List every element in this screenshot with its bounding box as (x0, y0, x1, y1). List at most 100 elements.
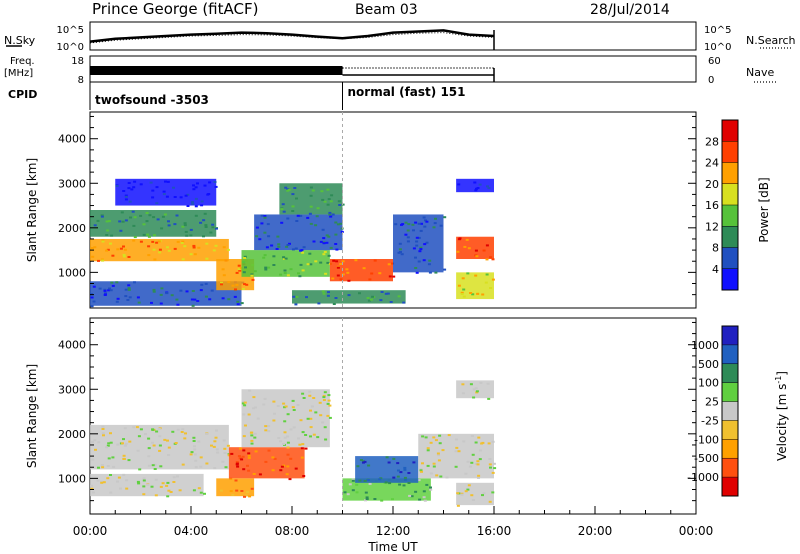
freq-panel: 18 8 60 0 (71, 55, 721, 86)
power-cell (124, 295, 128, 298)
power-cell (128, 200, 132, 203)
velocity-cell (205, 462, 209, 465)
power-cell (341, 203, 345, 206)
power-cell (457, 238, 461, 241)
power-cell (235, 283, 239, 286)
power-cell (226, 248, 230, 251)
power-cell (345, 268, 349, 271)
velocity-cell (475, 391, 479, 394)
power-cell (127, 287, 131, 290)
power-cell (101, 240, 105, 243)
velocity-cell (273, 412, 276, 415)
velocity-cell (223, 452, 227, 454)
power-cell (123, 248, 127, 251)
velocity-cell (302, 397, 306, 399)
velocity-cell (429, 472, 433, 475)
power-cell (341, 260, 345, 263)
power-cell (322, 237, 326, 240)
power-cell (222, 246, 226, 249)
power-cell (465, 238, 469, 241)
velocity-cell (462, 440, 466, 443)
velocity-cell (138, 468, 142, 471)
velocity-cell (181, 463, 185, 466)
power-cell (92, 300, 96, 303)
velocity-cell (136, 480, 140, 483)
power-cell (487, 187, 491, 190)
power-cell (211, 223, 215, 226)
power-cell (93, 224, 97, 227)
cpid-label: CPID (8, 88, 37, 101)
velocity-cell (150, 485, 154, 488)
velocity-cell (426, 447, 430, 450)
power-cell (202, 219, 206, 222)
power-cell (475, 255, 479, 258)
velocity-cell (312, 397, 316, 399)
time-tick-label: 16:00 (477, 524, 512, 538)
power-cell (116, 297, 120, 300)
power-cell (191, 304, 195, 307)
power-cell (308, 212, 312, 215)
velocity-cell (100, 464, 104, 467)
velocity-cell (363, 460, 367, 463)
power-cell (457, 183, 461, 186)
power-cell (142, 223, 146, 226)
power-cell (105, 249, 109, 252)
power-cell (106, 229, 110, 232)
velocity-cell (298, 443, 302, 446)
velocity-cell (117, 476, 121, 479)
velocity-cell (384, 481, 388, 484)
power-cell (105, 234, 109, 236)
velocity-cell (291, 399, 295, 402)
power-cell (93, 246, 97, 249)
power-cell (262, 256, 266, 259)
power-cell (422, 259, 426, 262)
velocity-blob-0 (90, 424, 229, 470)
power-cell (328, 213, 332, 216)
power-cell (192, 184, 195, 187)
power-cell (266, 223, 270, 226)
velocity-cell (299, 419, 303, 422)
velocity-cell (286, 453, 290, 456)
velocity-cell (355, 491, 359, 494)
velocity-colorbar-cell (722, 477, 738, 496)
power-cell (255, 235, 259, 238)
power-cell (159, 293, 163, 296)
time-tick-label: 12:00 (376, 524, 411, 538)
velocity-cell (253, 406, 257, 409)
velocity-cell (419, 468, 423, 471)
velocity-cell (122, 454, 126, 457)
velocity-cell (491, 471, 495, 474)
velocity-cell (435, 474, 439, 477)
power-cell (244, 266, 247, 269)
velocity-cell (309, 435, 312, 438)
power-cell (111, 254, 115, 257)
power-cell (341, 273, 345, 276)
power-blob-9 (292, 290, 406, 304)
power-cell (373, 259, 377, 262)
power-cell (404, 233, 408, 236)
power-cell (275, 248, 279, 250)
power-cell (399, 251, 402, 253)
power-cell (286, 244, 290, 246)
velocity-cell (238, 457, 242, 460)
power-cell (336, 223, 340, 226)
power-cell (181, 258, 185, 261)
velocity-cell (420, 470, 423, 473)
velocity-cell (491, 440, 495, 443)
power-cell (276, 235, 280, 238)
velocity-cell (300, 447, 304, 450)
power-cell (158, 248, 162, 251)
power-cell (334, 297, 338, 299)
power-cell (161, 215, 165, 218)
velocity-cell (476, 463, 480, 466)
power-cell (326, 203, 330, 206)
power-cell (109, 242, 112, 245)
velocity-cell (470, 494, 474, 497)
velocity-cell (112, 465, 116, 468)
power-cell (202, 235, 205, 238)
velocity-cell (326, 414, 330, 417)
power-cell (251, 278, 255, 281)
power-cell (183, 245, 187, 248)
power-cell (255, 226, 259, 229)
